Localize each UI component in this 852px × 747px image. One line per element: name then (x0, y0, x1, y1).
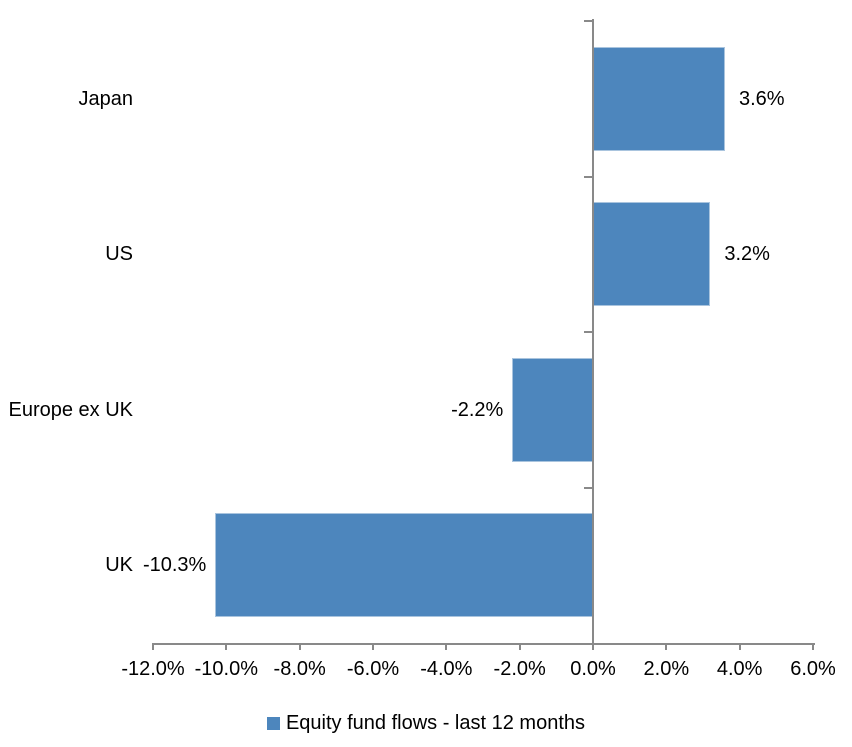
category-label: Europe ex UK (8, 398, 133, 421)
data-label: 3.6% (739, 87, 785, 110)
x-axis-tick (225, 643, 228, 650)
x-axis-tick-label: 4.0% (716, 658, 763, 680)
plot-area: -12.0% -10.0% -8.0% -6.0% -4.0% -2.0% 0.0% 2.0%… (8, 19, 836, 680)
x-axis-tick-label: -12.0% (121, 658, 185, 680)
category-axis-tick (584, 486, 593, 489)
data-label: 3.2% (724, 243, 770, 266)
x-axis-tick (372, 643, 374, 650)
x-axis-tick-label: 2.0% (643, 658, 690, 680)
category-label: Japan (78, 87, 134, 110)
zero-axis-line (592, 19, 594, 643)
bar-uk (215, 513, 593, 618)
legend: Equity fund flows - last 12 months (0, 708, 852, 738)
x-axis-line (153, 643, 815, 645)
x-axis-tick (445, 643, 448, 650)
category-axis-tick (584, 331, 593, 333)
data-label: -2.2% (451, 398, 504, 421)
legend-label: Equity fund flows - last 12 months (285, 712, 586, 734)
x-axis-tick (592, 643, 594, 650)
x-axis-tick (518, 643, 521, 650)
category-label: US (105, 243, 133, 266)
data-label: -10.3% (142, 554, 207, 577)
x-axis-tick-label: -4.0% (420, 658, 473, 680)
category-axis-tick (584, 20, 593, 22)
x-axis-tick-label: 6.0% (790, 658, 836, 680)
x-axis-tick-label: 0.0% (570, 658, 616, 680)
x-axis-tick-label: -10.0% (194, 658, 259, 680)
bar-us (593, 202, 711, 307)
x-axis-tick-label: -2.0% (493, 658, 546, 680)
x-axis-tick-label: -6.0% (346, 658, 400, 680)
bar-europe-ex-uk (512, 357, 593, 462)
category-axis-tick (584, 175, 593, 178)
x-axis-tick (665, 643, 668, 650)
bar-japan (593, 46, 725, 151)
legend-swatch-icon (266, 716, 280, 730)
x-axis-tick (738, 643, 741, 650)
category-label: UK (105, 554, 133, 577)
x-axis-tick (298, 643, 301, 650)
x-axis-tick-label: -8.0% (273, 658, 326, 680)
x-axis-tick (152, 643, 154, 650)
x-axis-tick (812, 643, 814, 650)
